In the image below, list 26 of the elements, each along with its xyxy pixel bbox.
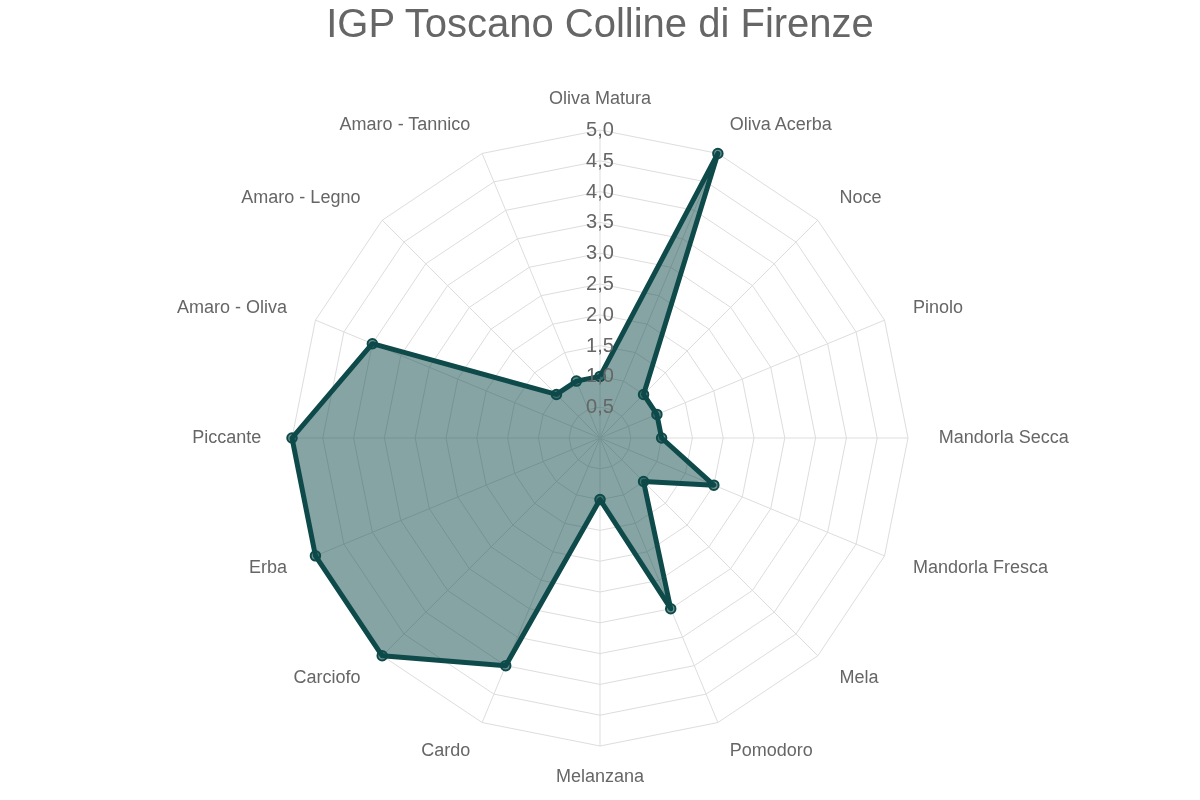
spoke-label: Mandorla Secca [938,427,1070,447]
spoke-label: Piccante [192,427,262,447]
y-tick-label: 5,0 [586,118,614,140]
y-tick-label: 3,0 [586,241,614,264]
y-tick-label: 3,5 [586,210,614,233]
spoke-label: Amaro - Tannico [339,113,471,134]
spoke-label: Oliva Matura [548,88,652,109]
y-tick-label: 4,5 [586,148,614,171]
spoke-label: Mela [839,666,880,687]
spoke-label: Melanzana [555,765,646,786]
y-tick-label: 1,5 [586,333,614,356]
spoke-label: Carciofo [293,666,361,687]
spoke-label: Pomodoro [729,740,813,761]
spoke-label: Oliva Acerba [729,113,833,134]
y-tick-label: 4,0 [586,179,614,202]
y-tick-label: 2,5 [586,272,614,294]
chart-title: IGP Toscano Colline di Firenze [326,1,874,46]
spoke-label: Amaro - Legno [241,187,361,208]
spoke-label: Mandorla Fresca [913,556,1050,577]
spoke-label: Cardo [421,740,471,761]
y-tick-label: 2,0 [586,302,614,325]
spoke-label: Erba [248,556,288,577]
y-tick-label: 0,5 [586,395,614,418]
spoke-label: Pinolo [913,297,964,318]
spoke-label: Noce [839,187,882,208]
spoke-label: Amaro - Oliva [176,297,288,318]
